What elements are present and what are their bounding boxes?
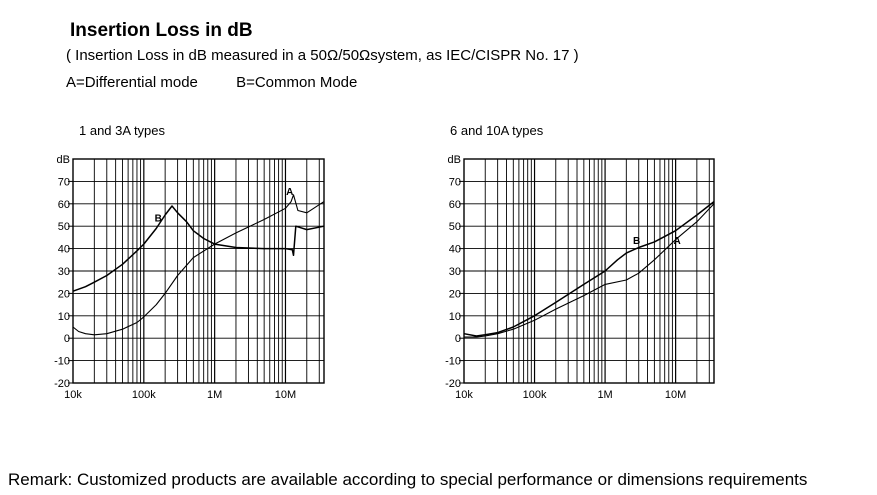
x-tick-label: 100k — [132, 389, 156, 401]
y-tick-label: -10 — [445, 356, 461, 368]
mode-b-label: B=Common Mode — [236, 74, 358, 91]
chart-title-1-3a: 1 and 3A types — [79, 123, 166, 138]
y-tick-label: 60 — [58, 199, 70, 211]
y-tick-label: 50 — [449, 221, 461, 233]
y-tick-label: 20 — [58, 288, 70, 300]
x-tick-label: 1M — [597, 389, 612, 401]
series-label-b: B — [155, 214, 162, 225]
y-tick-label: 40 — [58, 244, 70, 256]
x-tick-label: 10k — [455, 389, 473, 401]
series-line-a — [72, 194, 325, 336]
x-tick-label: 10k — [64, 389, 82, 401]
y-tick-label: 30 — [449, 266, 461, 278]
series-line-b — [463, 201, 715, 337]
y-tick-label: 30 — [58, 266, 70, 278]
y-axis-label: dB — [57, 154, 70, 166]
y-tick-label: 50 — [58, 221, 70, 233]
y-tick-label: 0 — [455, 333, 461, 345]
mode-a-label: A=Differential mode — [66, 74, 198, 91]
mode-legend: A=Differential mode B=Common Mode — [66, 74, 357, 91]
y-tick-label: 70 — [58, 176, 70, 188]
plot-frame — [72, 158, 325, 384]
series-label-a: A — [286, 187, 293, 198]
x-tick-label: 100k — [523, 389, 547, 401]
y-tick-label: 60 — [449, 199, 461, 211]
series-label-b: B — [633, 236, 640, 247]
y-tick-label: 10 — [449, 311, 461, 323]
y-tick-label: -10 — [54, 356, 70, 368]
plot-frame — [463, 158, 715, 384]
chart-title-6-10a: 6 and 10A types — [450, 123, 544, 138]
y-tick-label: 70 — [449, 176, 461, 188]
series-line-b — [72, 205, 325, 292]
x-tick-label: 10M — [275, 389, 296, 401]
y-tick-label: -20 — [54, 378, 70, 390]
y-tick-label: 0 — [64, 333, 70, 345]
series-label-a: A — [673, 236, 680, 247]
y-tick-label: 10 — [58, 311, 70, 323]
x-tick-label: 1M — [207, 389, 222, 401]
measurement-note: ( Insertion Loss in dB measured in a 50Ω… — [66, 47, 579, 64]
y-tick-label: -20 — [445, 378, 461, 390]
page-title: Insertion Loss in dB — [70, 20, 253, 41]
y-tick-label: 20 — [449, 288, 461, 300]
y-axis-label: dB — [448, 154, 461, 166]
remark-text: Remark: Customized products are availabl… — [8, 470, 808, 489]
series-line-a — [464, 203, 715, 338]
y-tick-label: 40 — [449, 244, 461, 256]
x-tick-label: 10M — [665, 389, 686, 401]
